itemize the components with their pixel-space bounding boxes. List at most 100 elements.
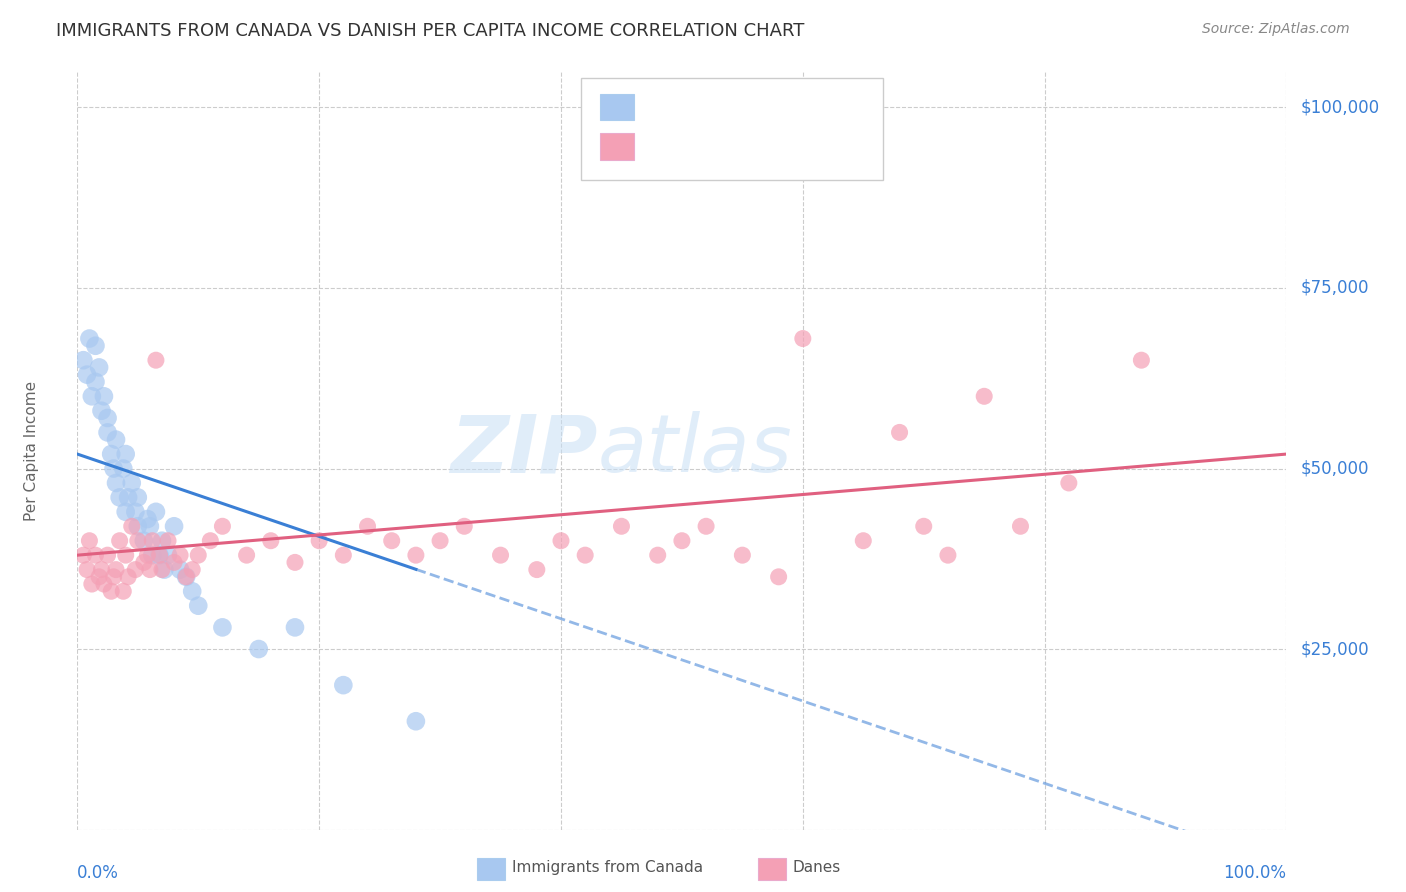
- Text: $75,000: $75,000: [1301, 279, 1369, 297]
- Point: [211, 519, 233, 533]
- Point: [72, 548, 94, 562]
- Point: [157, 533, 180, 548]
- Point: [332, 548, 354, 562]
- Point: [247, 642, 270, 657]
- Point: [127, 519, 149, 533]
- Text: N =: N =: [756, 98, 808, 116]
- Point: [100, 447, 122, 461]
- Point: [132, 533, 155, 548]
- Point: [695, 519, 717, 533]
- Point: [163, 519, 186, 533]
- Point: [889, 425, 911, 440]
- Point: [105, 563, 128, 577]
- Point: [1130, 353, 1153, 368]
- Point: [108, 533, 131, 548]
- Point: [174, 570, 197, 584]
- Point: [136, 512, 159, 526]
- Point: [145, 505, 167, 519]
- Point: [84, 375, 107, 389]
- Text: 43: 43: [813, 98, 835, 116]
- Point: [105, 433, 128, 447]
- Text: IMMIGRANTS FROM CANADA VS DANISH PER CAPITA INCOME CORRELATION CHART: IMMIGRANTS FROM CANADA VS DANISH PER CAP…: [56, 22, 804, 40]
- Point: [96, 411, 118, 425]
- Point: [96, 425, 118, 440]
- Point: [93, 577, 115, 591]
- Point: [200, 533, 222, 548]
- Text: Danes: Danes: [793, 860, 841, 874]
- Text: $25,000: $25,000: [1301, 640, 1369, 658]
- Point: [114, 505, 136, 519]
- Point: [284, 620, 307, 634]
- Point: [117, 491, 139, 505]
- Point: [174, 570, 197, 584]
- Point: [148, 548, 170, 562]
- Point: [453, 519, 475, 533]
- Point: [80, 389, 103, 403]
- Point: [150, 563, 173, 577]
- Point: [489, 548, 512, 562]
- Point: [148, 548, 170, 562]
- Point: [381, 533, 404, 548]
- Point: [181, 584, 204, 599]
- Point: [973, 389, 995, 403]
- Point: [550, 533, 572, 548]
- Text: 83: 83: [813, 137, 835, 155]
- Point: [80, 577, 103, 591]
- Point: [136, 548, 159, 562]
- Point: [141, 533, 163, 548]
- Point: [405, 714, 427, 729]
- Point: [124, 505, 146, 519]
- Point: [103, 570, 125, 584]
- Text: $50,000: $50,000: [1301, 459, 1369, 477]
- Point: [84, 548, 107, 562]
- Point: [768, 570, 790, 584]
- Point: [1010, 519, 1032, 533]
- Text: R =: R =: [644, 137, 683, 155]
- Point: [356, 519, 378, 533]
- Point: [112, 461, 135, 475]
- Text: 0.241: 0.241: [686, 137, 744, 155]
- Text: Immigrants from Canada: Immigrants from Canada: [512, 860, 703, 874]
- Point: [574, 548, 596, 562]
- Point: [526, 563, 548, 577]
- Point: [731, 548, 754, 562]
- Text: 0.0%: 0.0%: [77, 863, 120, 881]
- Point: [141, 548, 163, 562]
- Text: N =: N =: [756, 137, 808, 155]
- Point: [308, 533, 330, 548]
- Point: [235, 548, 257, 562]
- Point: [114, 447, 136, 461]
- Point: [72, 353, 94, 368]
- Point: [127, 491, 149, 505]
- Point: [912, 519, 935, 533]
- Text: Source: ZipAtlas.com: Source: ZipAtlas.com: [1202, 22, 1350, 37]
- Point: [121, 475, 143, 490]
- Text: $100,000: $100,000: [1301, 98, 1381, 117]
- Text: Per Capita Income: Per Capita Income: [24, 380, 39, 521]
- Point: [284, 555, 307, 569]
- Point: [157, 548, 180, 562]
- Point: [93, 389, 115, 403]
- Point: [114, 548, 136, 562]
- Text: -0.241: -0.241: [686, 98, 744, 116]
- Point: [181, 563, 204, 577]
- Point: [79, 332, 101, 346]
- Point: [108, 491, 131, 505]
- Point: [84, 339, 107, 353]
- Text: 100.0%: 100.0%: [1223, 863, 1286, 881]
- Point: [187, 599, 209, 613]
- Point: [792, 332, 814, 346]
- Point: [145, 353, 167, 368]
- Point: [124, 563, 146, 577]
- Text: ZIP: ZIP: [450, 411, 598, 490]
- Point: [332, 678, 354, 692]
- Text: R =: R =: [644, 98, 683, 116]
- Point: [163, 555, 186, 569]
- Point: [90, 403, 112, 417]
- Point: [211, 620, 233, 634]
- Point: [169, 548, 191, 562]
- Point: [1057, 475, 1080, 490]
- Point: [127, 533, 149, 548]
- Point: [112, 584, 135, 599]
- Point: [132, 555, 155, 569]
